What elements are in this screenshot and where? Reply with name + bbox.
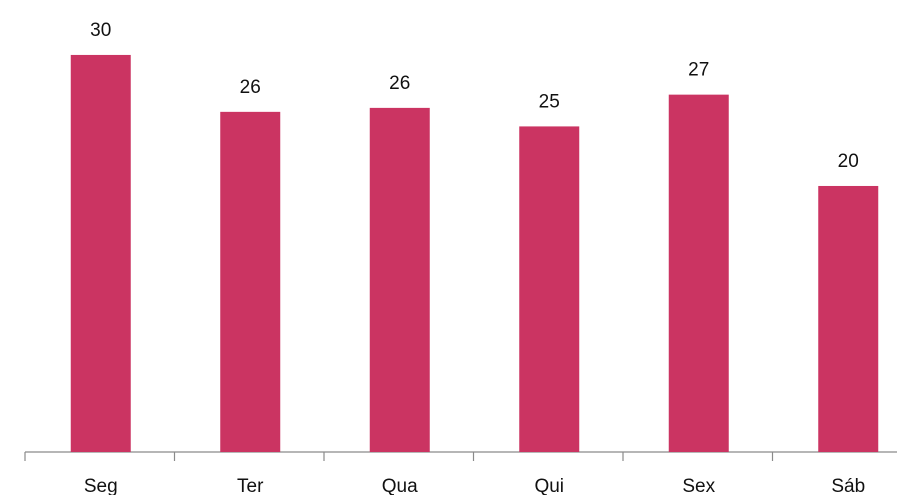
bar xyxy=(668,94,729,452)
data-label: 20 xyxy=(838,151,859,172)
data-label: 26 xyxy=(389,73,410,94)
data-label: 25 xyxy=(539,91,560,112)
bar xyxy=(220,111,281,453)
x-tick-label: Qua xyxy=(382,476,418,495)
x-tick-label: Ter xyxy=(237,476,264,495)
data-label: 30 xyxy=(90,20,111,41)
bar xyxy=(818,185,879,452)
bar xyxy=(369,107,430,452)
x-tick-label: Seg xyxy=(84,476,118,495)
data-label: 26 xyxy=(240,77,261,98)
data-label: 27 xyxy=(688,60,709,81)
bar xyxy=(519,126,580,452)
x-tick-label: Sáb xyxy=(831,476,865,495)
bar xyxy=(70,54,131,453)
x-tick-label: Qui xyxy=(534,476,564,495)
x-tick-label: Sex xyxy=(682,476,715,495)
